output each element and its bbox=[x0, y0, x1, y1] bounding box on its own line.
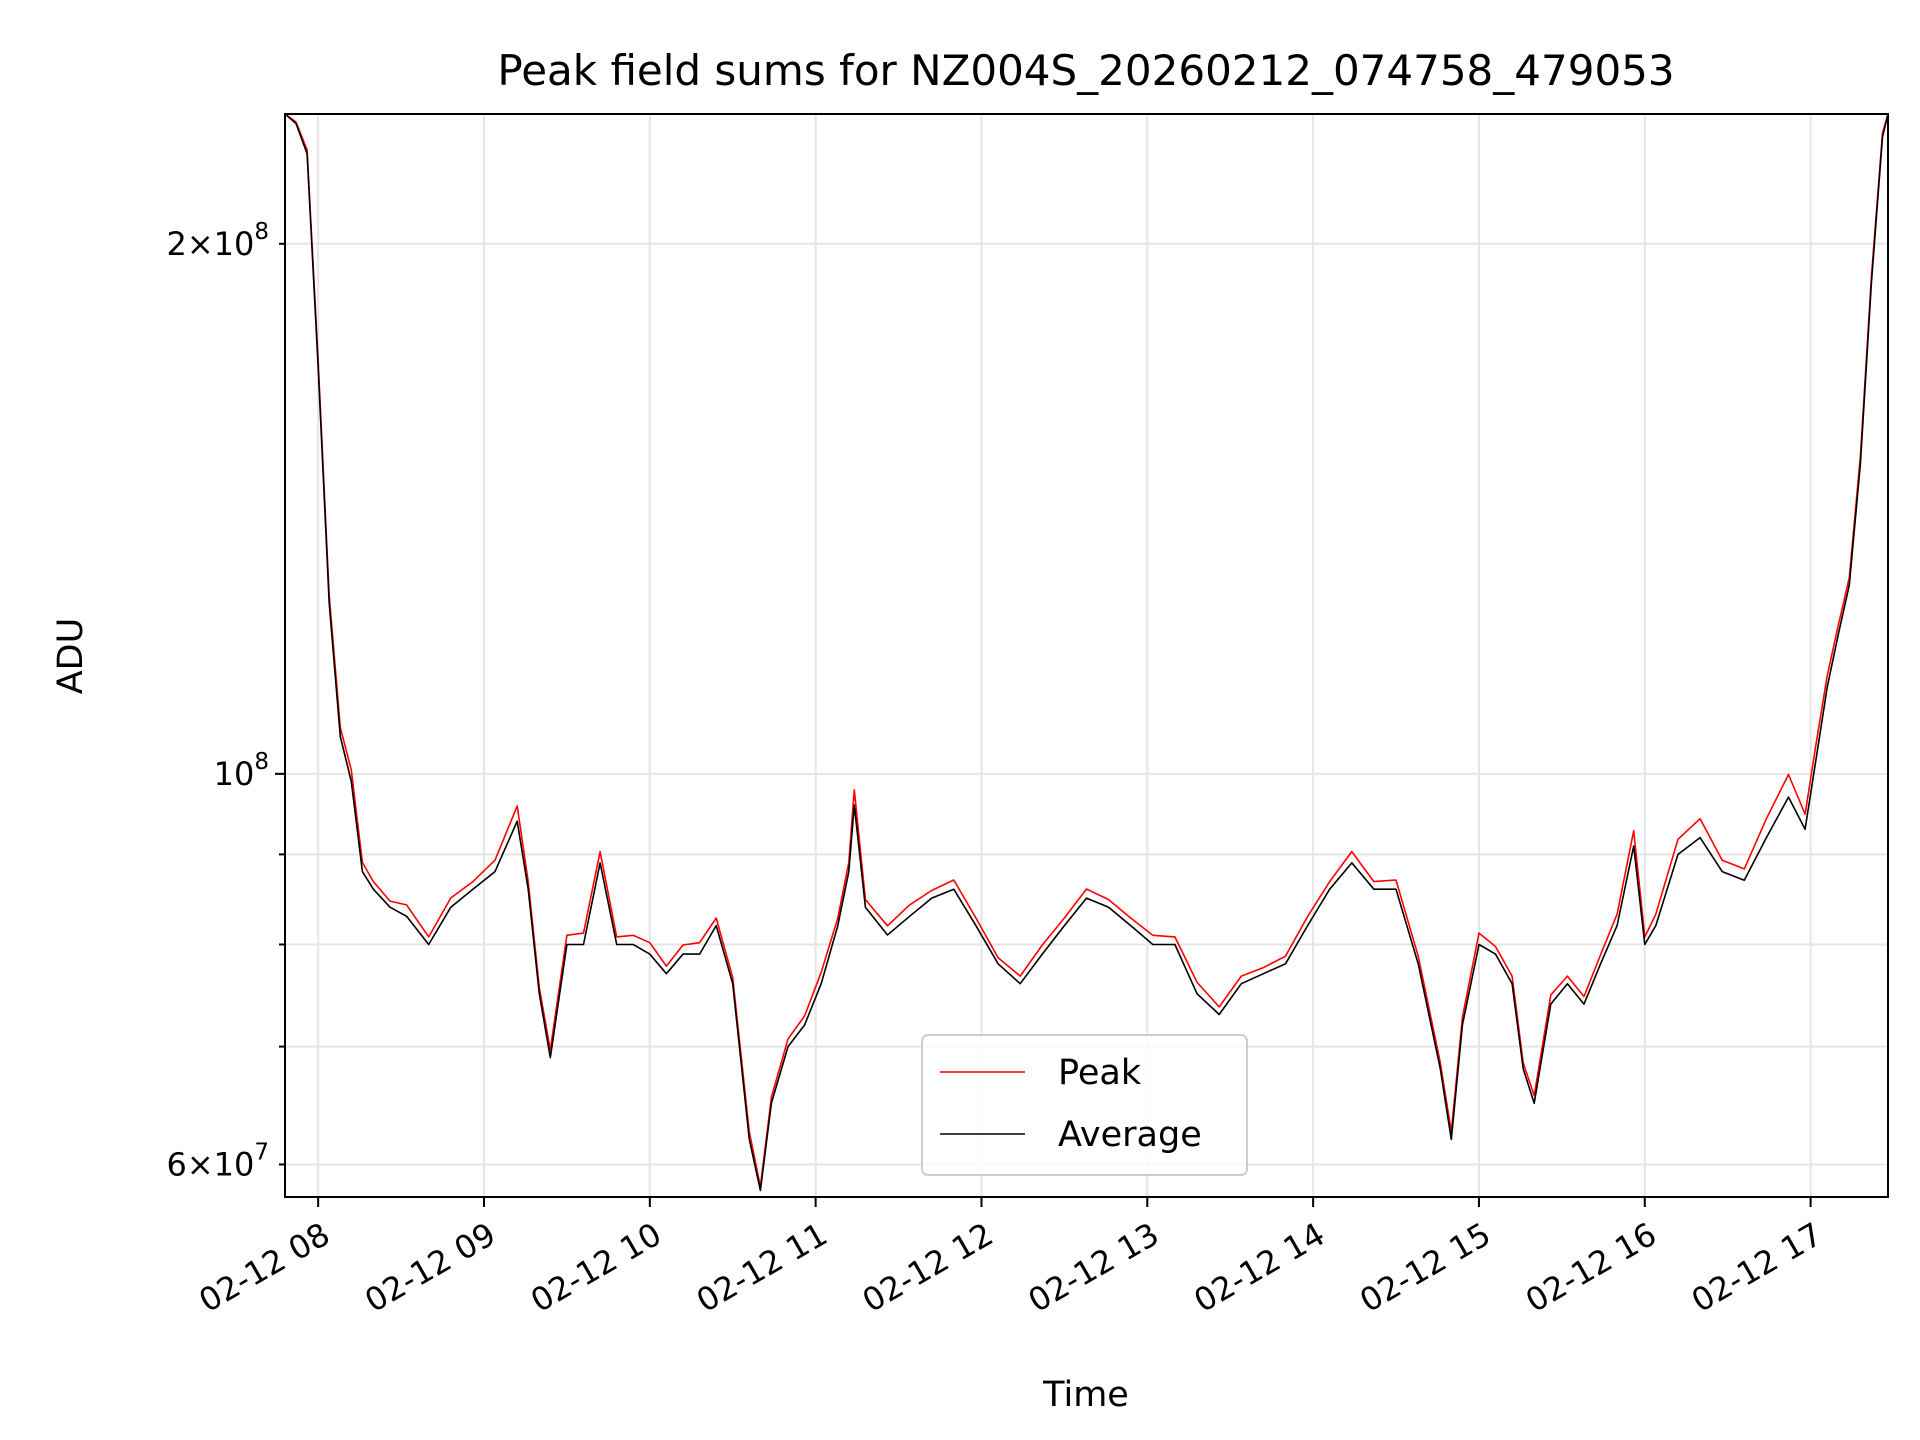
y-tick-label: 2×108 bbox=[166, 219, 269, 263]
series-line-peak bbox=[285, 114, 1888, 1188]
y-tick-label: 108 bbox=[214, 749, 269, 793]
x-axis-label: Time bbox=[1042, 1375, 1129, 1415]
y-tick-label: 6×107 bbox=[166, 1139, 269, 1183]
legend-label-average: Average bbox=[1058, 1115, 1202, 1155]
series-line-average bbox=[285, 114, 1888, 1192]
legend-label-peak: Peak bbox=[1058, 1053, 1142, 1093]
y-tick-exponent: 8 bbox=[254, 749, 269, 775]
chart-title: Peak field sums for NZ004S_20260212_0747… bbox=[497, 46, 1674, 95]
plot-frame bbox=[284, 113, 1889, 1198]
y-axis-label: ADU bbox=[51, 618, 91, 695]
y-tick-mantissa: 6×10 bbox=[166, 1145, 254, 1183]
plot-series bbox=[285, 114, 1888, 1192]
legend: Peak Average bbox=[921, 1034, 1248, 1176]
legend-box bbox=[921, 1034, 1248, 1176]
y-tick-exponent: 7 bbox=[254, 1139, 269, 1165]
y-tick-base: 10 bbox=[214, 755, 255, 793]
y-tick-mantissa: 2×10 bbox=[166, 225, 254, 263]
y-tick-exponent: 8 bbox=[254, 219, 269, 245]
